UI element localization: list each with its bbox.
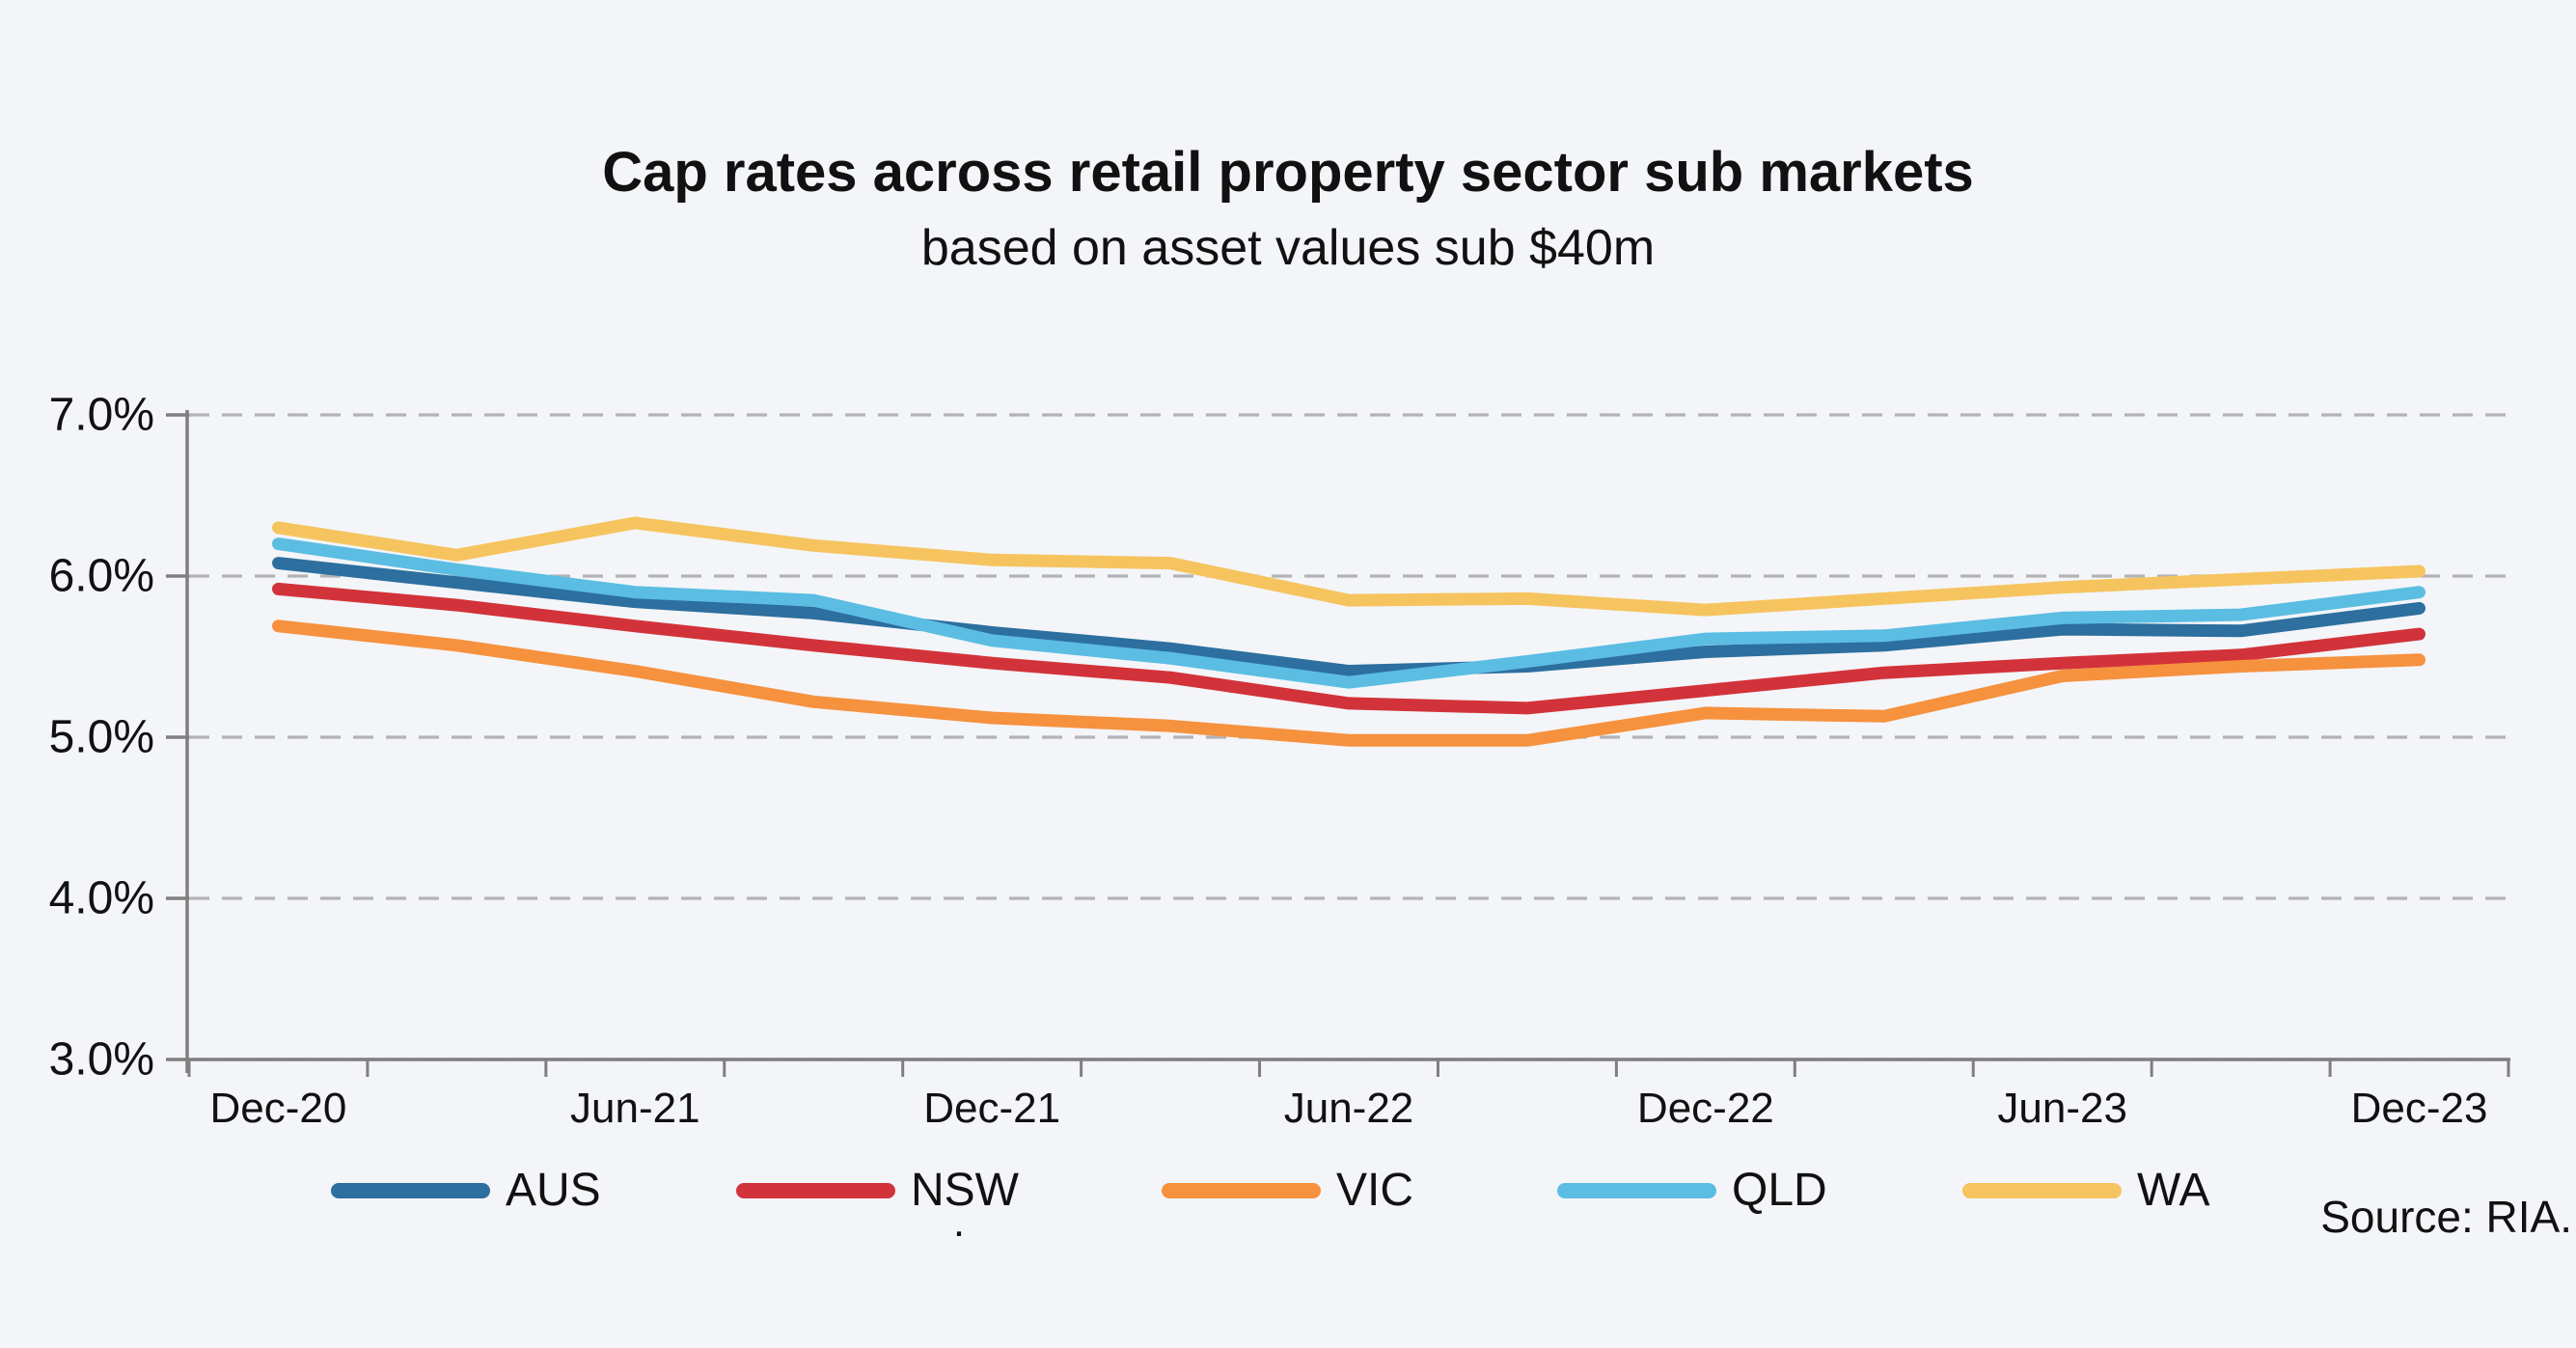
legend-item-NSW: NSW [736, 1165, 1019, 1216]
legend-label-VIC: VIC [1336, 1165, 1414, 1216]
legend-swatch-WA [1962, 1183, 2122, 1198]
legend-swatch-VIC [1162, 1183, 1321, 1198]
legend-label-AUS: AUS [506, 1165, 601, 1216]
x-tick-label-Dec-23: Dec-23 [2351, 1085, 2488, 1132]
legend-item-WA: WA [1962, 1165, 2210, 1216]
series-line-AUS [272, 557, 2425, 677]
series-line-QLD [272, 537, 2425, 689]
x-tick-label-Jun-23: Jun-23 [1997, 1085, 2127, 1132]
legend-item-AUS: AUS [331, 1165, 601, 1216]
series-line-VIC [272, 619, 2425, 747]
x-tick-label-Dec-22: Dec-22 [1637, 1085, 1774, 1132]
y-tick-label-5.0%: 5.0% [49, 712, 154, 763]
y-tick-label-7.0%: 7.0% [49, 390, 154, 441]
chart-subtitle: based on asset values sub $40m [920, 220, 1656, 276]
legend-swatch-NSW [736, 1183, 895, 1198]
legend-item-VIC: VIC [1162, 1165, 1414, 1216]
x-tick-label-Dec-21: Dec-21 [923, 1085, 1060, 1132]
series-line-NSW [272, 582, 2425, 715]
y-tick-label-3.0%: 3.0% [49, 1034, 154, 1086]
y-tick-label-6.0%: 6.0% [49, 551, 154, 602]
series-line-WA [272, 516, 2425, 617]
x-tick-label-Dec-20: Dec-20 [210, 1085, 347, 1132]
legend-label-QLD: QLD [1732, 1165, 1827, 1216]
legend-label-NSW: NSW [911, 1165, 1019, 1216]
legend-swatch-QLD [1557, 1183, 1716, 1198]
legend-label-WA: WA [2137, 1165, 2210, 1216]
source-note: Source: RIA. [2320, 1192, 2572, 1242]
x-tick-label-Jun-22: Jun-22 [1284, 1085, 1414, 1132]
stray-period: . [952, 1198, 966, 1246]
chart-title: Cap rates across retail property sector … [602, 141, 1974, 204]
legend-swatch-AUS [331, 1183, 490, 1198]
x-tick-label-Jun-21: Jun-21 [570, 1085, 700, 1132]
legend-item-QLD: QLD [1557, 1165, 1827, 1216]
y-tick-label-4.0%: 4.0% [49, 873, 154, 924]
